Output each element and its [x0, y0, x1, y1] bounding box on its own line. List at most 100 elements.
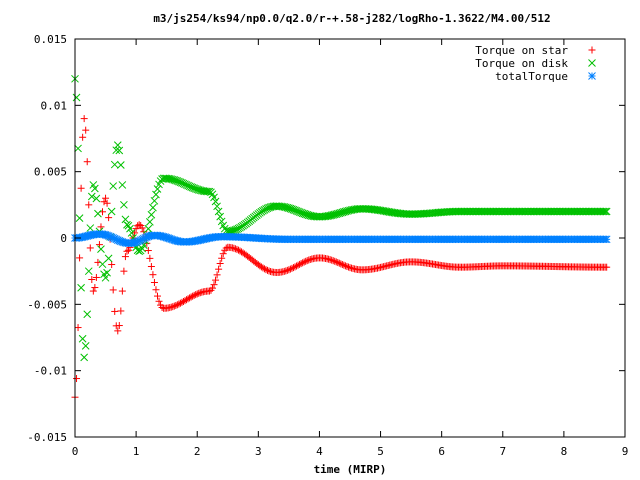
data-point	[74, 144, 82, 153]
data-point	[103, 199, 111, 207]
data-point	[97, 245, 105, 253]
data-point	[280, 203, 289, 211]
data-point	[341, 262, 349, 270]
series-totaltorque	[71, 230, 611, 248]
data-point	[333, 209, 342, 218]
data-point	[80, 115, 88, 123]
data-point	[230, 244, 238, 252]
data-point	[296, 260, 304, 268]
data-point	[121, 253, 129, 261]
data-point	[262, 266, 270, 274]
data-point	[103, 268, 111, 277]
data-point	[104, 254, 113, 263]
legend-label: Torque on disk	[475, 57, 568, 70]
y-tick-label: 0	[60, 232, 67, 245]
data-point	[340, 261, 348, 269]
data-point	[278, 202, 287, 211]
data-point	[72, 93, 81, 102]
x-tick-label: 7	[499, 445, 506, 458]
data-point	[92, 273, 100, 281]
data-point	[302, 257, 310, 265]
data-point	[109, 182, 118, 190]
data-point	[195, 289, 203, 297]
data-point	[303, 210, 312, 219]
data-point	[344, 263, 352, 271]
data-point	[189, 292, 197, 300]
data-point	[77, 283, 85, 292]
data-point	[124, 246, 132, 254]
data-point	[338, 261, 346, 269]
data-point	[120, 200, 128, 209]
chart-marks	[71, 74, 611, 401]
data-point	[303, 257, 311, 265]
data-point	[281, 203, 290, 212]
data-point	[222, 244, 230, 252]
x-tick-label: 5	[377, 445, 384, 458]
data-point	[91, 184, 99, 193]
data-point	[335, 259, 343, 267]
data-point	[216, 212, 224, 221]
data-point	[74, 324, 82, 332]
data-point	[86, 244, 94, 252]
data-point	[120, 267, 128, 275]
data-point	[165, 175, 174, 183]
data-point	[118, 287, 126, 295]
axes: 0 1 2 3 4 5 6 7 8 9 -0.015 -0.01 -0.005 0 0.005 0.01 0.0…	[27, 33, 628, 458]
data-point	[285, 266, 293, 274]
legend-marker	[588, 72, 596, 80]
data-point	[331, 257, 339, 265]
data-point	[226, 227, 235, 235]
data-point	[179, 297, 187, 305]
data-point	[213, 271, 221, 279]
data-point	[89, 287, 97, 295]
data-point	[335, 209, 344, 218]
data-point	[135, 221, 143, 229]
y-tick-label: -0.005	[27, 298, 67, 311]
data-point	[91, 284, 99, 292]
data-point	[152, 286, 160, 294]
data-point	[102, 194, 110, 202]
data-point	[149, 203, 157, 212]
data-point	[77, 184, 85, 192]
data-point	[181, 297, 189, 305]
data-point	[146, 254, 154, 262]
data-point	[85, 201, 93, 209]
data-point	[150, 196, 159, 205]
series-torque-on-disk	[71, 74, 611, 362]
data-point	[127, 229, 136, 237]
data-point	[109, 286, 117, 294]
data-point	[602, 207, 611, 216]
data-point	[164, 174, 173, 183]
data-point	[341, 207, 350, 216]
data-point	[324, 212, 333, 220]
data-point	[288, 264, 296, 272]
data-point	[144, 247, 152, 255]
data-point	[79, 133, 87, 141]
data-point	[131, 229, 139, 237]
x-tick-label: 3	[255, 445, 262, 458]
data-point	[283, 266, 291, 274]
data-point	[286, 265, 294, 273]
data-point	[193, 290, 201, 298]
data-point	[346, 206, 354, 215]
data-point	[83, 310, 92, 319]
x-tick-label: 8	[561, 445, 568, 458]
data-point	[299, 259, 307, 267]
data-point	[233, 245, 241, 253]
data-point	[196, 186, 205, 195]
data-point	[304, 211, 313, 220]
data-point	[183, 296, 191, 304]
data-point	[172, 301, 180, 309]
data-point	[80, 353, 89, 362]
data-point	[328, 256, 336, 264]
data-point	[205, 287, 213, 295]
data-point	[259, 264, 267, 272]
data-point	[115, 146, 124, 155]
data-point	[340, 208, 348, 216]
data-point	[116, 161, 125, 169]
data-point	[81, 341, 90, 350]
data-point	[225, 227, 234, 236]
data-point	[94, 209, 102, 218]
y-tick-label: 0.015	[34, 33, 67, 46]
